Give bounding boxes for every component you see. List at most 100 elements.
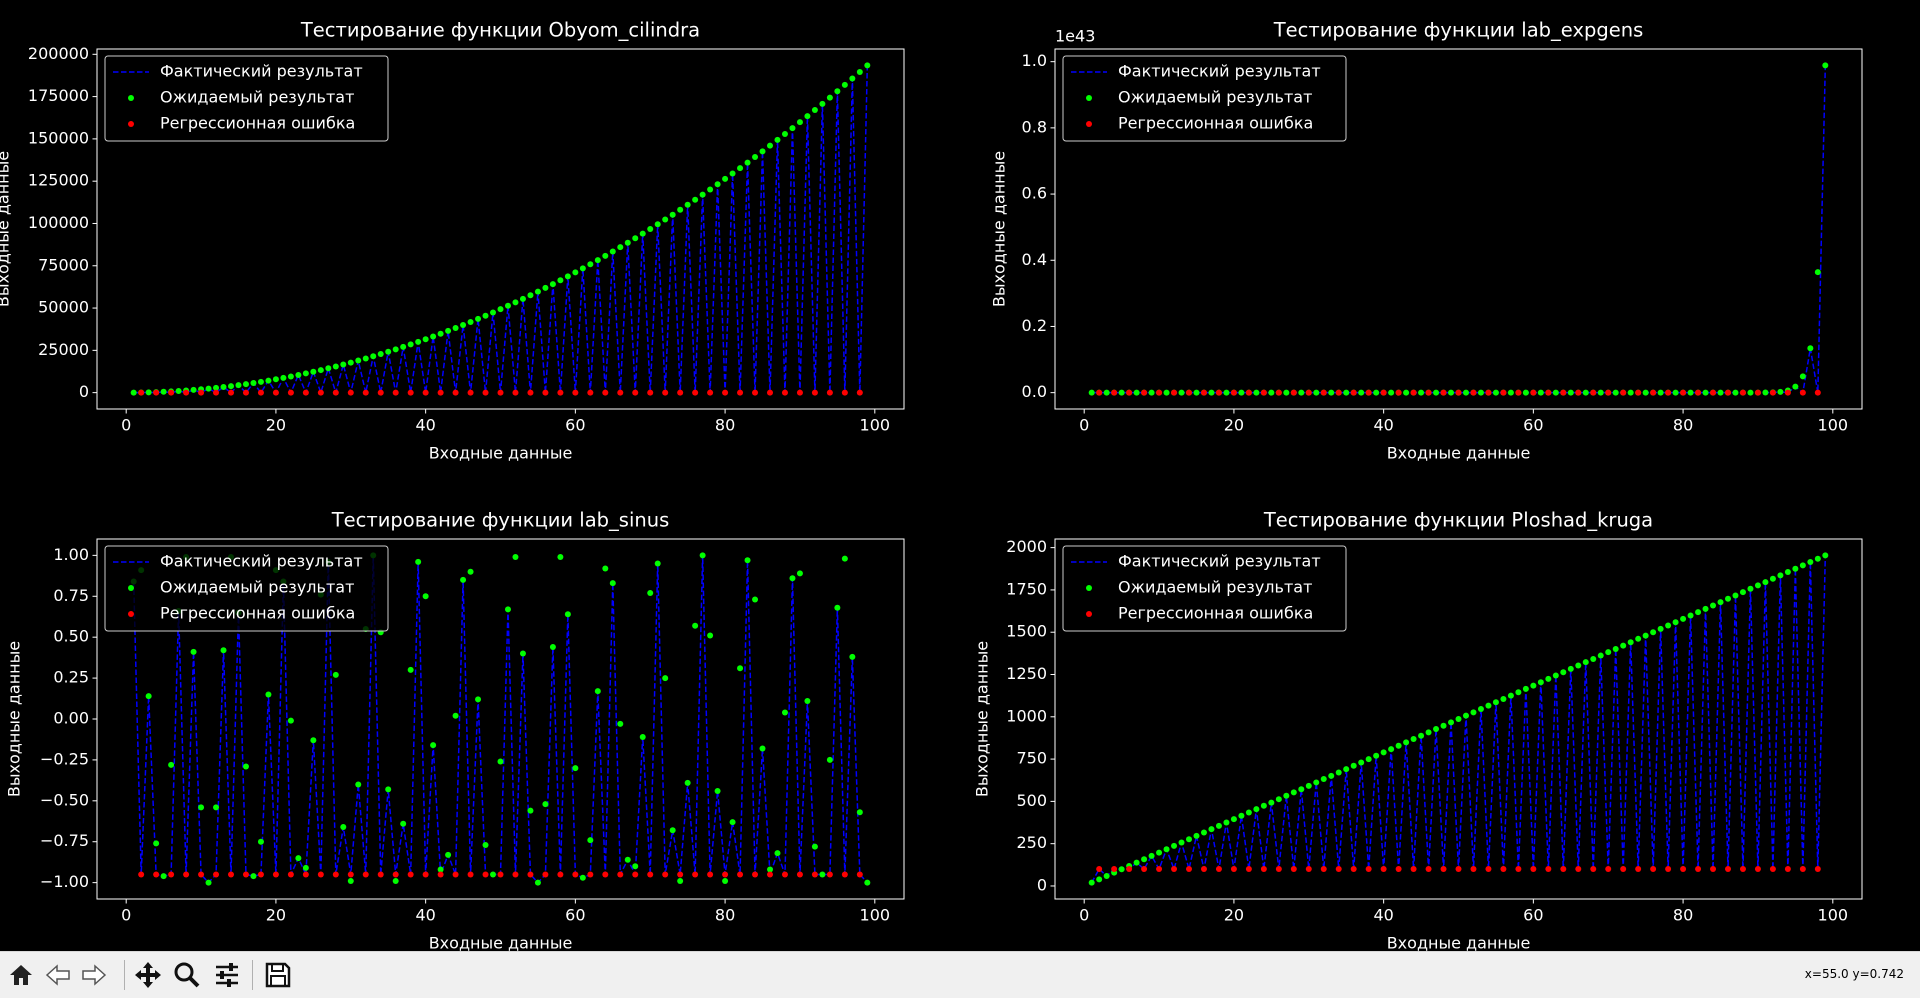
data-point [1425, 729, 1432, 736]
data-point [310, 368, 317, 375]
data-point [1507, 389, 1514, 396]
data-point [1747, 585, 1754, 592]
data-point [1695, 389, 1702, 396]
data-point [355, 781, 362, 788]
x-tick-label: 40 [1373, 416, 1393, 435]
data-point [482, 871, 489, 878]
forward-button[interactable] [79, 960, 109, 990]
data-point [1283, 389, 1290, 396]
data-point [272, 871, 279, 878]
configure-button[interactable] [212, 960, 242, 990]
data-point [639, 230, 646, 237]
data-point [1425, 866, 1432, 873]
data-point [1500, 696, 1507, 703]
data-point [407, 871, 414, 878]
data-point [699, 191, 706, 198]
data-point [1365, 389, 1372, 396]
data-point [1275, 389, 1282, 396]
data-point [392, 871, 399, 878]
data-point [1171, 866, 1178, 873]
data-point [213, 804, 220, 811]
data-point [1814, 555, 1821, 562]
data-point [482, 389, 489, 396]
pan-button[interactable] [133, 960, 163, 990]
y-tick-label: −1.00 [40, 872, 89, 891]
y-tick-label: 0.6 [1022, 184, 1047, 203]
data-point [1462, 712, 1469, 719]
data-point [467, 318, 474, 325]
data-point [864, 879, 871, 886]
data-point [707, 632, 714, 639]
data-point [1560, 866, 1567, 873]
data-point [1762, 579, 1769, 586]
y-tick-label: 1.0 [1022, 51, 1047, 70]
data-point [1163, 389, 1170, 396]
data-point [437, 389, 444, 396]
data-point [1672, 389, 1679, 396]
data-point [796, 119, 803, 126]
data-point [1365, 866, 1372, 873]
data-point [1418, 389, 1425, 396]
data-point [362, 871, 369, 878]
data-point [647, 389, 654, 396]
data-point [1230, 389, 1237, 396]
data-point [602, 871, 609, 878]
data-point [834, 604, 841, 611]
home-button[interactable] [6, 960, 36, 990]
data-point [1335, 389, 1342, 396]
data-point [714, 181, 721, 188]
save-button[interactable] [263, 960, 293, 990]
data-point [796, 871, 803, 878]
data-point [250, 873, 257, 880]
data-point [1186, 836, 1193, 843]
data-point [198, 804, 205, 811]
data-point [1687, 612, 1694, 619]
data-point [1530, 682, 1537, 689]
data-point [183, 871, 190, 878]
data-point [1620, 642, 1627, 649]
data-point [497, 306, 504, 313]
data-point [781, 709, 788, 716]
axes: 0 20 40 60 80 1000250500750100012501500175020… [973, 509, 1863, 951]
data-point [1208, 389, 1215, 396]
data-point [242, 381, 249, 388]
data-point [579, 265, 586, 272]
data-point [1350, 866, 1357, 873]
data-point [759, 148, 766, 155]
data-point [766, 142, 773, 149]
data-point [1410, 735, 1417, 742]
data-point [1238, 812, 1245, 819]
data-point [512, 389, 519, 396]
data-point [632, 235, 639, 242]
zoom-button[interactable] [172, 960, 202, 990]
data-point [549, 644, 556, 650]
x-tick-label: 0 [1079, 906, 1089, 925]
legend-marker [1086, 95, 1092, 101]
x-tick-label: 40 [1373, 906, 1393, 925]
data-point [1605, 389, 1612, 396]
x-tick-label: 0 [121, 906, 131, 925]
data-point [849, 653, 856, 660]
data-point [332, 389, 339, 396]
data-point [729, 170, 736, 177]
data-point [519, 295, 526, 302]
data-point [587, 389, 594, 396]
data-point [1575, 866, 1582, 873]
data-point [205, 385, 212, 392]
data-point [1567, 389, 1574, 396]
data-point [168, 761, 175, 768]
data-point [1103, 389, 1110, 396]
data-point [153, 871, 160, 878]
legend-marker [1086, 611, 1092, 617]
data-point [579, 874, 586, 881]
data-point [1500, 389, 1507, 396]
data-point [1635, 389, 1642, 396]
data-point [796, 389, 803, 396]
data-point [1200, 866, 1207, 873]
y-tick-label: 25000 [38, 340, 89, 359]
data-point [617, 389, 624, 396]
data-point [1096, 389, 1103, 396]
data-point [1627, 639, 1634, 646]
back-button[interactable] [43, 960, 73, 990]
data-point [1111, 866, 1118, 873]
